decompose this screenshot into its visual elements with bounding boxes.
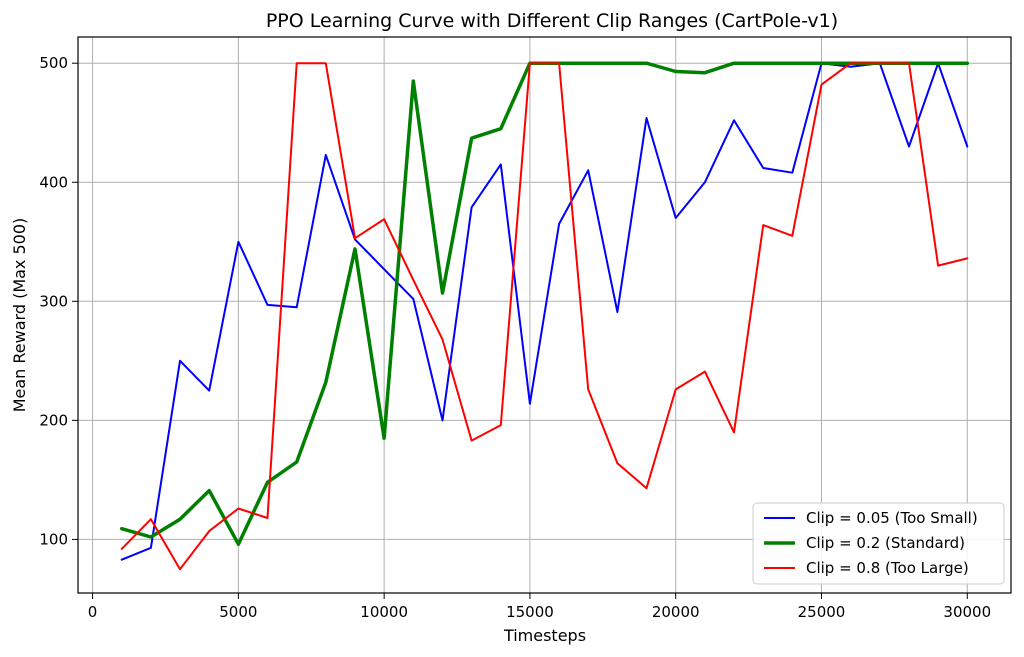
- x-tick-label: 5000: [219, 603, 257, 621]
- legend-label-2: Clip = 0.8 (Too Large): [806, 559, 969, 577]
- y-axis-label: Mean Reward (Max 500): [10, 218, 29, 413]
- y-tick-label: 300: [39, 292, 68, 310]
- legend: Clip = 0.05 (Too Small) Clip = 0.2 (Stand…: [752, 502, 1005, 585]
- x-tick-label: 0: [88, 603, 98, 621]
- series-line-1: [119, 61, 970, 546]
- y-tick-label: 500: [39, 54, 68, 72]
- legend-label-0: Clip = 0.05 (Too Small): [806, 509, 978, 527]
- series-line-0: [120, 62, 969, 561]
- y-tick-label: 100: [39, 530, 68, 548]
- y-tick-label: 200: [39, 411, 68, 429]
- x-axis-ticks: 0 5000 10000 15000 20000 25000 30000: [88, 593, 991, 621]
- x-tick-label: 30000: [943, 603, 991, 621]
- x-tick-label: 20000: [652, 603, 700, 621]
- legend-box: [752, 502, 1005, 585]
- series-line-2: [120, 62, 969, 571]
- x-tick-label: 10000: [360, 603, 408, 621]
- x-axis-label: Timesteps: [503, 626, 586, 645]
- chart-title: PPO Learning Curve with Different Clip R…: [266, 10, 838, 32]
- x-tick-label: 15000: [506, 603, 554, 621]
- series-layer: [119, 61, 970, 571]
- x-tick-label: 25000: [798, 603, 846, 621]
- y-axis-ticks: 100 200 300 400 500: [39, 54, 78, 548]
- grid: [78, 37, 1011, 593]
- y-tick-label: 400: [39, 173, 68, 191]
- legend-label-1: Clip = 0.2 (Standard): [806, 534, 965, 552]
- plot-frame: [77, 36, 1012, 594]
